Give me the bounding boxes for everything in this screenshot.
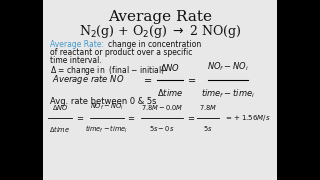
Text: Avg. rate between 0 & 5s: Avg. rate between 0 & 5s — [50, 97, 156, 106]
Text: $7.8M - 0.0M$: $7.8M - 0.0M$ — [141, 103, 183, 112]
Text: $5s - 0s$: $5s - 0s$ — [149, 124, 175, 133]
Text: $\Delta NO$: $\Delta NO$ — [52, 103, 68, 112]
Text: time interval.: time interval. — [50, 56, 102, 65]
Text: $=$: $=$ — [186, 114, 196, 123]
Text: Average Rate:: Average Rate: — [50, 40, 104, 49]
Text: $NO_f - NO_i$: $NO_f - NO_i$ — [90, 102, 124, 112]
Text: $\Delta time$: $\Delta time$ — [157, 87, 183, 98]
Text: $=$: $=$ — [75, 114, 85, 123]
Text: $\Delta time$: $\Delta time$ — [49, 124, 71, 134]
Text: change in concentration: change in concentration — [108, 40, 201, 49]
Text: N$_2$(g) + O$_2$(g) $\rightarrow$ 2 NO(g): N$_2$(g) + O$_2$(g) $\rightarrow$ 2 NO(g… — [79, 23, 241, 40]
Text: $=$: $=$ — [126, 114, 136, 123]
Text: $=$: $=$ — [142, 74, 154, 84]
Text: $5s$: $5s$ — [203, 124, 213, 133]
Text: Average Rate: Average Rate — [108, 10, 212, 24]
Text: $time_f - time_i$: $time_f - time_i$ — [201, 87, 255, 100]
Text: $\Delta$ = change in  (final $-$ initial): $\Delta$ = change in (final $-$ initial) — [50, 64, 165, 77]
Text: $=$: $=$ — [187, 74, 197, 84]
Text: $\Delta NO$: $\Delta NO$ — [160, 62, 180, 73]
Text: of reactant or product over a specific: of reactant or product over a specific — [50, 48, 192, 57]
Text: $7.8M$: $7.8M$ — [199, 103, 217, 112]
Text: $= +1.56M/s$: $= +1.56M/s$ — [224, 113, 271, 123]
FancyBboxPatch shape — [43, 0, 277, 180]
Text: $time_f - time_i$: $time_f - time_i$ — [85, 124, 129, 135]
Text: $\mathit{Average\ rate\ NO}$: $\mathit{Average\ rate\ NO}$ — [52, 73, 124, 86]
Text: $NO_f - NO_i$: $NO_f - NO_i$ — [207, 60, 249, 73]
